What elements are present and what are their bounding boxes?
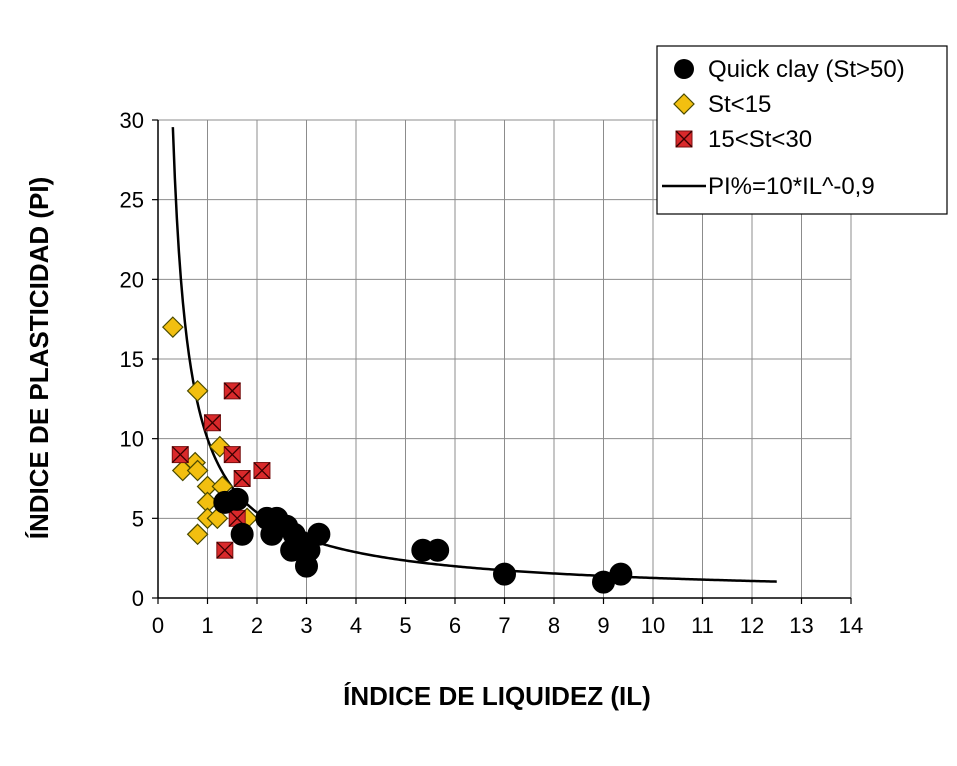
- grid: [152, 119, 852, 604]
- x-tick-label: 14: [839, 613, 863, 638]
- y-axis-title: ÍNDICE DE PLASTICIDAD (PI): [24, 177, 54, 540]
- st-15-30-point: [253, 462, 271, 480]
- y-tick-label: 20: [120, 267, 144, 292]
- st-15-30-point: [171, 446, 189, 464]
- quick-clay-point: [225, 487, 249, 511]
- legend-symbol-square: [675, 130, 693, 148]
- quick-clay-point: [295, 554, 318, 578]
- legend-symbol-circle: [674, 59, 694, 79]
- st-lt-15-point: [162, 316, 184, 338]
- y-tick-label: 30: [120, 108, 144, 133]
- legend-label: PI%=10*IL^-0,9: [708, 173, 875, 200]
- st-15-30-point: [216, 541, 234, 559]
- x-tick-label: 5: [399, 613, 411, 638]
- x-tick-labels: 0 1 2 3 4 5 6 7 8 9 10 11 12 13 14: [152, 613, 863, 638]
- x-tick-label: 2: [251, 613, 263, 638]
- st-15-30-point: [223, 382, 241, 400]
- legend-label: St<15: [708, 91, 771, 118]
- x-tick-label: 12: [740, 613, 764, 638]
- legend: Quick clay (St>50) St<15 15<St<30 PI%=10*IL…: [656, 45, 948, 215]
- quick-clay-point: [609, 562, 633, 586]
- quick-clay-point: [426, 538, 450, 562]
- y-tick-labels: 0 5 10 15 20 25 30: [120, 108, 144, 611]
- st-lt-15-point: [186, 459, 209, 482]
- legend-label: 15<St<30: [708, 126, 812, 153]
- x-tick-label: 4: [350, 613, 362, 638]
- st-lt-15-point: [186, 380, 209, 402]
- st-lt-15-point: [171, 459, 194, 482]
- x-tick-label: 3: [300, 613, 312, 638]
- st-lt-15-point: [186, 523, 209, 546]
- quick-clay-point: [307, 522, 331, 546]
- x-tick-label: 13: [789, 613, 813, 638]
- x-tick-label: 9: [597, 613, 609, 638]
- y-tick-label: 10: [120, 427, 144, 452]
- x-tick-label: 10: [641, 613, 665, 638]
- legend-symbol-diamond: [673, 93, 695, 115]
- st-lt-15-point: [206, 507, 229, 530]
- y-tick-label: 25: [120, 188, 144, 213]
- x-tick-label: 7: [498, 613, 510, 638]
- x-axis-title: ÍNDICE DE LIQUIDEZ (IL): [343, 681, 651, 711]
- y-tick-label: 0: [132, 586, 144, 611]
- quick-clay-point: [493, 562, 516, 586]
- x-tick-label: 0: [152, 613, 164, 638]
- st-15-30-point: [203, 414, 221, 432]
- st-15-30-point: [223, 446, 241, 464]
- y-tick-label: 15: [120, 347, 144, 372]
- legend-label: Quick clay (St>50): [708, 56, 905, 83]
- quick-clay-point: [230, 522, 254, 546]
- data-markers: [162, 316, 633, 594]
- x-tick-label: 6: [449, 613, 461, 638]
- x-tick-label: 11: [691, 613, 714, 638]
- st-15-30-point: [228, 509, 246, 527]
- x-tick-label: 8: [548, 613, 560, 638]
- st-15-30-point: [233, 470, 251, 487]
- y-tick-label: 5: [132, 506, 144, 531]
- x-tick-label: 1: [201, 613, 213, 638]
